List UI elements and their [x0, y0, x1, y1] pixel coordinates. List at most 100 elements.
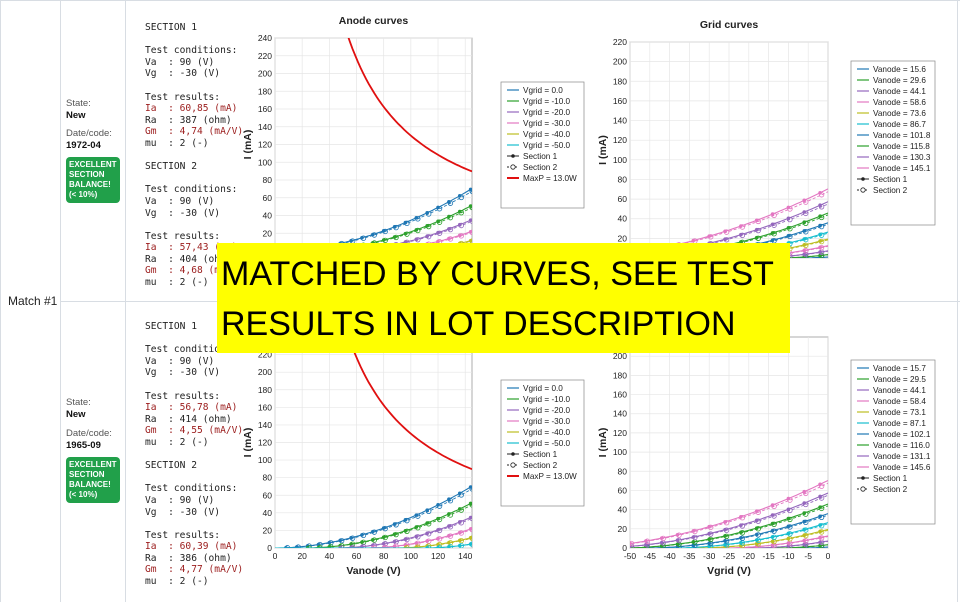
data-point-section2 — [818, 192, 825, 198]
data-point-section2 — [692, 542, 698, 548]
data-point-section2 — [328, 544, 334, 548]
data-point-section2 — [458, 530, 464, 536]
y-tick-label: 20 — [263, 228, 273, 238]
legend-entry: Section 1 — [873, 175, 908, 184]
legend-entry: Vanode = 115.8 — [873, 142, 930, 151]
y-tick-label: 100 — [613, 447, 627, 457]
series-line — [630, 254, 828, 258]
y-tick-label: 140 — [613, 409, 627, 419]
series-line-section2 — [631, 544, 828, 548]
data-point-section2 — [660, 535, 666, 542]
data-point-section2 — [382, 525, 388, 532]
data-point-section2 — [771, 521, 777, 527]
data-point-section2 — [447, 236, 454, 242]
y-tick-label: 220 — [258, 51, 272, 61]
data-point-section2 — [818, 505, 825, 512]
data-point-section2 — [803, 229, 809, 235]
data-point-section2 — [818, 214, 825, 221]
series-line — [630, 544, 828, 548]
legend-entry: Section 2 — [873, 186, 908, 195]
data-point-section2 — [787, 497, 793, 503]
data-point-section2 — [425, 543, 432, 548]
maxp-curve — [347, 337, 472, 471]
legend-entry: Vanode = 101.8 — [873, 131, 931, 140]
data-point-section2 — [803, 199, 809, 205]
legend-entry: Vanode = 29.6 — [873, 76, 926, 85]
data-point-section2 — [708, 531, 714, 537]
data-point-section2 — [723, 527, 730, 533]
data-point-section2 — [818, 232, 825, 238]
chart-title: Anode curves — [339, 15, 409, 27]
y-tick-label: 180 — [258, 86, 272, 96]
data-point-section2 — [771, 503, 777, 510]
y-tick-label: 60 — [618, 194, 628, 204]
data-point-section2 — [436, 536, 443, 542]
x-tick-label: 100 — [404, 551, 418, 561]
data-point-section2 — [755, 537, 761, 543]
table-border-top — [0, 0, 960, 1]
legend-marker — [510, 164, 516, 170]
data-point-section2 — [739, 232, 746, 239]
data-point-section2 — [415, 544, 421, 548]
data-point-section2 — [644, 538, 651, 544]
state-label: State: — [66, 98, 91, 109]
data-point-section2 — [382, 228, 388, 235]
data-point-section2 — [755, 235, 761, 241]
y-tick-label: 60 — [263, 490, 273, 500]
data-point-section2 — [818, 204, 825, 210]
data-point-section2 — [393, 234, 399, 241]
y-tick-label: 180 — [613, 370, 627, 380]
x-tick-label: -25 — [723, 551, 736, 561]
data-point-section2 — [425, 521, 432, 527]
data-point-section2 — [404, 231, 410, 237]
y-tick-label: 20 — [618, 233, 628, 243]
legend-entry: Section 1 — [523, 450, 558, 459]
data-point-section2 — [415, 540, 421, 546]
data-point — [630, 541, 632, 546]
data-point-section2 — [803, 501, 809, 508]
table-border-left — [0, 0, 1, 602]
matched-banner: MATCHED BY CURVES, SEE TEST RESULTS IN L… — [217, 243, 790, 353]
data-point-section2 — [339, 537, 345, 544]
data-point-section2 — [339, 543, 345, 548]
data-point-section2 — [469, 486, 472, 492]
data-point-section2 — [458, 520, 464, 526]
data-point-section2 — [803, 236, 809, 243]
data-point-section2 — [787, 206, 793, 212]
data-point-section2 — [425, 233, 432, 240]
y-tick-label: 80 — [263, 473, 273, 483]
data-point-section2 — [382, 541, 388, 547]
x-tick-label: -5 — [804, 551, 812, 561]
legend-entry: Section 1 — [523, 152, 558, 161]
data-point-section2 — [469, 535, 472, 541]
data-point-section2 — [771, 513, 777, 519]
data-point-section2 — [415, 236, 421, 243]
legend-entry: MaxP = 13.0W — [523, 472, 577, 481]
date-label: Date/code: — [66, 428, 112, 439]
table-border-right — [957, 0, 958, 602]
legend-entry: Vgrid = -30.0 — [523, 119, 571, 128]
data-point-section2 — [818, 244, 825, 251]
y-tick-label: 140 — [258, 420, 272, 430]
x-axis-label: Vgrid (V) — [707, 565, 751, 577]
y-tick-label: 160 — [613, 390, 627, 400]
y-axis-label: I (mA) — [597, 135, 609, 165]
y-tick-label: 20 — [263, 525, 273, 535]
data-point-section2 — [393, 224, 399, 231]
data-point-section2 — [644, 542, 651, 548]
y-tick-label: 160 — [258, 402, 272, 412]
legend-marker — [511, 452, 515, 456]
y-tick-label: 120 — [613, 135, 627, 145]
data-point-section2 — [447, 544, 454, 548]
data-point-section2 — [803, 532, 809, 539]
legend-marker — [860, 187, 866, 193]
data-point-section2 — [818, 514, 825, 520]
data-point-section2 — [787, 531, 793, 537]
date-value: 1965-09 — [66, 440, 101, 451]
data-point-section2 — [771, 212, 777, 219]
data-point-section2 — [818, 523, 825, 529]
y-tick-label: 100 — [258, 157, 272, 167]
series-line-section2 — [631, 203, 828, 257]
data-point-section2 — [458, 222, 464, 229]
data-point-section2 — [787, 516, 793, 523]
